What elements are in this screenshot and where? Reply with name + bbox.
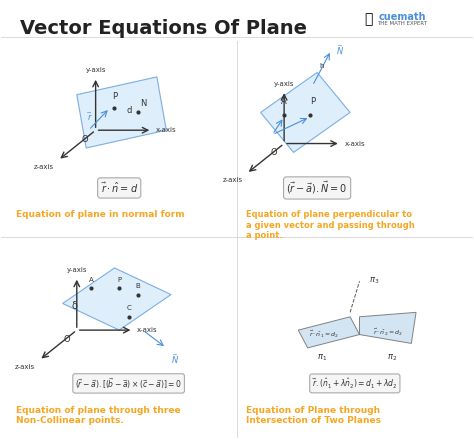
Text: x-axis: x-axis bbox=[137, 327, 158, 333]
Text: O: O bbox=[63, 334, 70, 344]
Text: $\pi_1$: $\pi_1$ bbox=[317, 352, 327, 363]
Text: $\vec{r}\cdot\hat{n}_2=d_2$: $\vec{r}\cdot\hat{n}_2=d_2$ bbox=[373, 327, 403, 338]
Text: Equation of Plane through
Intersection of Two Planes: Equation of Plane through Intersection o… bbox=[246, 405, 382, 425]
Text: O: O bbox=[271, 148, 277, 157]
Text: z-axis: z-axis bbox=[34, 164, 54, 170]
Text: A: A bbox=[89, 277, 93, 283]
Text: $\pi_2$: $\pi_2$ bbox=[387, 352, 398, 363]
Text: $\pi_3$: $\pi_3$ bbox=[369, 276, 379, 287]
Text: $\vec{N}$: $\vec{N}$ bbox=[171, 352, 179, 366]
Text: B: B bbox=[136, 283, 140, 289]
Polygon shape bbox=[359, 312, 416, 343]
Text: d: d bbox=[126, 106, 132, 115]
Text: cuemath: cuemath bbox=[378, 13, 426, 22]
Text: y-axis: y-axis bbox=[66, 267, 87, 273]
Text: THE MATH EXPERT: THE MATH EXPERT bbox=[377, 21, 427, 26]
Text: x-axis: x-axis bbox=[156, 127, 177, 133]
Text: A: A bbox=[281, 97, 287, 106]
Text: z-axis: z-axis bbox=[222, 177, 243, 183]
Text: P: P bbox=[112, 93, 117, 101]
Polygon shape bbox=[63, 268, 171, 330]
Text: Equation of plane in normal form: Equation of plane in normal form bbox=[16, 210, 184, 219]
Polygon shape bbox=[298, 317, 359, 348]
Text: y-axis: y-axis bbox=[274, 80, 294, 87]
Text: C: C bbox=[126, 305, 131, 312]
Text: $\vec{r}$: $\vec{r}$ bbox=[87, 110, 93, 123]
Text: h: h bbox=[319, 63, 324, 69]
Text: $\vec{r}\cdot\hat{n}_1=d_2$: $\vec{r}\cdot\hat{n}_1=d_2$ bbox=[309, 329, 339, 340]
Text: $\vec{r}\cdot\hat{n}=d$: $\vec{r}\cdot\hat{n}=d$ bbox=[100, 181, 138, 195]
Text: 🚀: 🚀 bbox=[365, 13, 373, 26]
Text: y-axis: y-axis bbox=[85, 67, 106, 73]
Text: $(\vec{r}-\vec{a}).[(\vec{b}-\vec{a})\times(\vec{c}-\vec{a})]=0$: $(\vec{r}-\vec{a}).[(\vec{b}-\vec{a})\ti… bbox=[75, 376, 182, 391]
Text: $(\vec{r}-\vec{a}).\vec{N}=0$: $(\vec{r}-\vec{a}).\vec{N}=0$ bbox=[286, 180, 348, 196]
Text: x-axis: x-axis bbox=[345, 140, 365, 147]
Text: $\vec{r}.(\hat{n}_1+\lambda\hat{n}_2)=d_1+\lambda d_2$: $\vec{r}.(\hat{n}_1+\lambda\hat{n}_2)=d_… bbox=[312, 376, 398, 391]
Text: Equation of plane perpendicular to
a given vector and passing through
a point.: Equation of plane perpendicular to a giv… bbox=[246, 210, 415, 240]
Text: z-axis: z-axis bbox=[15, 364, 36, 370]
Polygon shape bbox=[261, 72, 350, 152]
Text: O: O bbox=[82, 135, 89, 143]
Text: Equation of plane through three
Non-Collinear points.: Equation of plane through three Non-Coll… bbox=[16, 405, 180, 425]
Polygon shape bbox=[77, 77, 166, 148]
Text: N: N bbox=[140, 99, 147, 108]
Text: P: P bbox=[310, 97, 315, 106]
Text: $\vec{N}$: $\vec{N}$ bbox=[336, 43, 344, 57]
Text: δ: δ bbox=[72, 301, 77, 311]
Text: Vector Equations Of Plane: Vector Equations Of Plane bbox=[20, 19, 307, 38]
Text: P: P bbox=[117, 277, 121, 283]
